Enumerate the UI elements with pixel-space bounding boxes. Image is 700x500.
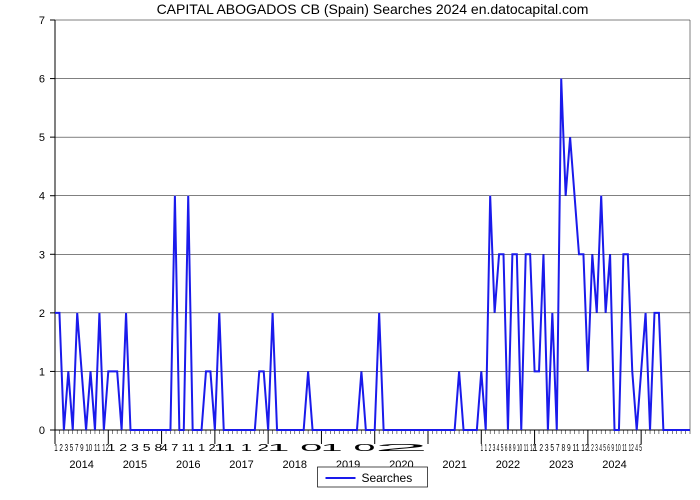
month-tick-labels: 1 2 3 4 5 6 9 10 11 12 4 5 xyxy=(587,443,642,454)
year-label: 2023 xyxy=(549,459,573,471)
year-label: 2014 xyxy=(69,459,93,471)
year-label: 2017 xyxy=(229,459,253,471)
year-label: 2016 xyxy=(176,459,200,471)
month-tick-labels: 2 xyxy=(374,443,433,454)
chart-title: CAPITAL ABOGADOS CB (Spain) Searches 202… xyxy=(157,1,589,17)
ytick-label: 7 xyxy=(39,15,45,27)
ytick-label: 4 xyxy=(39,191,45,203)
line-chart: CAPITAL ABOGADOS CB (Spain) Searches 202… xyxy=(0,0,700,500)
year-label: 2015 xyxy=(123,459,147,471)
month-tick-labels: 1 2 3 5 7 8 9 11 12 xyxy=(534,443,589,454)
year-label: 2024 xyxy=(602,459,626,471)
month-tick-labels: 1 1 2 3 4 5 6 8 9 10 11 12 xyxy=(481,443,536,454)
year-label: 2022 xyxy=(496,459,520,471)
month-tick-labels: 1 2 3 5 8 xyxy=(108,443,163,454)
ytick-label: 5 xyxy=(39,132,45,144)
month-tick-labels: 1 0 xyxy=(267,443,324,454)
ytick-label: 2 xyxy=(39,308,45,320)
ytick-label: 1 xyxy=(39,366,45,378)
month-tick-labels: 1 0 xyxy=(321,443,378,454)
legend-label: Searches xyxy=(362,471,413,485)
ytick-label: 3 xyxy=(39,249,45,261)
ytick-label: 0 xyxy=(39,425,45,437)
ytick-label: 6 xyxy=(39,74,45,86)
month-tick-labels: 4 7 11 1 2 xyxy=(161,443,216,454)
chart-svg: CAPITAL ABOGADOS CB (Spain) Searches 202… xyxy=(0,0,700,500)
month-tick-labels: 11 1 2 xyxy=(214,443,270,454)
month-tick-labels: 1 2 3 5 7 9 10 11 12 xyxy=(54,443,109,454)
year-label: 2018 xyxy=(283,459,307,471)
year-label: 2021 xyxy=(442,459,466,471)
